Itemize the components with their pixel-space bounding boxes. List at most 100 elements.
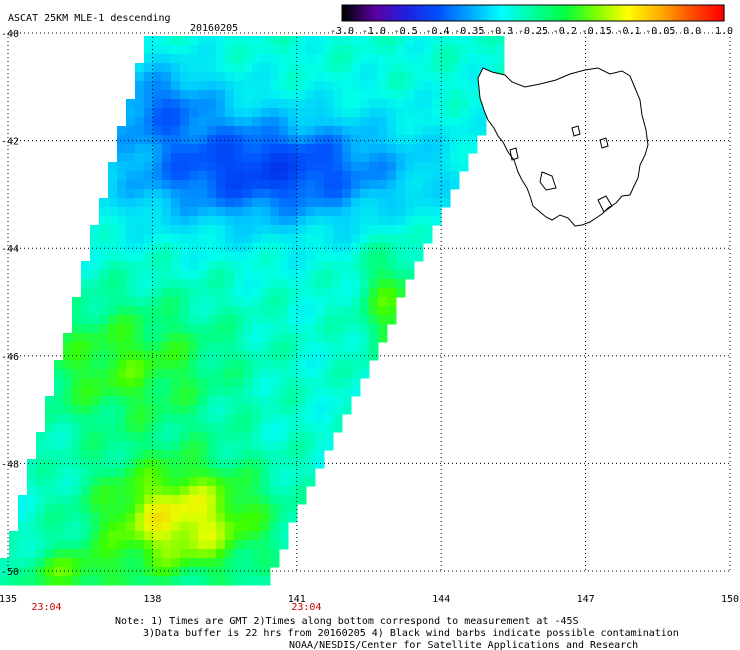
data-pixel: [126, 486, 136, 496]
data-pixel: [90, 315, 100, 325]
data-pixel: [189, 387, 199, 397]
data-pixel: [144, 396, 154, 406]
data-pixel: [423, 144, 433, 154]
data-pixel: [324, 189, 334, 199]
data-pixel: [216, 81, 226, 91]
data-pixel: [468, 144, 478, 154]
data-pixel: [9, 567, 19, 577]
data-pixel: [126, 108, 136, 118]
data-pixel: [432, 216, 442, 226]
data-pixel: [324, 180, 334, 190]
data-pixel: [189, 558, 199, 568]
data-pixel: [279, 369, 289, 379]
data-pixel: [306, 36, 316, 46]
data-pixel: [162, 369, 172, 379]
data-pixel: [135, 189, 145, 199]
data-pixel: [369, 45, 379, 55]
data-pixel: [207, 90, 217, 100]
data-pixel: [234, 198, 244, 208]
data-pixel: [261, 216, 271, 226]
data-pixel: [378, 126, 388, 136]
data-pixel: [117, 450, 127, 460]
data-pixel: [171, 351, 181, 361]
data-pixel: [279, 81, 289, 91]
data-pixel: [297, 405, 307, 415]
data-pixel: [216, 387, 226, 397]
data-pixel: [297, 369, 307, 379]
data-pixel: [90, 243, 100, 253]
data-pixel: [351, 306, 361, 316]
data-pixel: [207, 576, 217, 586]
data-pixel: [279, 54, 289, 64]
data-pixel: [279, 468, 289, 478]
data-pixel: [387, 198, 397, 208]
data-pixel: [342, 261, 352, 271]
data-pixel: [108, 558, 118, 568]
data-pixel: [405, 144, 415, 154]
data-pixel: [189, 306, 199, 316]
data-pixel: [360, 369, 370, 379]
data-pixel: [72, 468, 82, 478]
data-pixel: [261, 423, 271, 433]
data-pixel: [297, 333, 307, 343]
data-pixel: [360, 171, 370, 181]
data-pixel: [315, 243, 325, 253]
data-pixel: [297, 54, 307, 64]
data-pixel: [369, 234, 379, 244]
data-pixel: [243, 405, 253, 415]
data-pixel: [198, 243, 208, 253]
data-pixel: [495, 36, 505, 46]
data-pixel: [171, 549, 181, 559]
data-pixel: [153, 144, 163, 154]
data-pixel: [387, 108, 397, 118]
data-pixel: [108, 369, 118, 379]
data-pixel: [468, 99, 478, 109]
data-pixel: [171, 531, 181, 541]
data-pixel: [333, 423, 343, 433]
data-pixel: [369, 180, 379, 190]
data-pixel: [288, 90, 298, 100]
data-pixel: [414, 243, 424, 253]
data-pixel: [144, 450, 154, 460]
data-pixel: [342, 378, 352, 388]
data-pixel: [189, 423, 199, 433]
data-pixel: [324, 45, 334, 55]
data-pixel: [252, 396, 262, 406]
data-pixel: [135, 324, 145, 334]
data-pixel: [99, 198, 109, 208]
data-pixel: [477, 117, 487, 127]
data-pixel: [324, 216, 334, 226]
data-pixel: [126, 99, 136, 109]
data-pixel: [342, 324, 352, 334]
data-pixel: [207, 189, 217, 199]
data-pixel: [369, 144, 379, 154]
data-pixel: [117, 504, 127, 514]
data-pixel: [306, 135, 316, 145]
data-pixel: [162, 324, 172, 334]
data-pixel: [135, 117, 145, 127]
data-pixel: [234, 99, 244, 109]
data-pixel: [333, 405, 343, 415]
colorbar-swatch: [431, 5, 435, 21]
data-pixel: [360, 288, 370, 298]
coast-inlet: [539, 171, 557, 191]
data-pixel: [45, 468, 55, 478]
data-pixel: [378, 99, 388, 109]
data-pixel: [117, 369, 127, 379]
data-pixel: [135, 504, 145, 514]
data-pixel: [54, 540, 64, 550]
data-pixel: [441, 36, 451, 46]
data-pixel: [63, 504, 73, 514]
data-pixel: [207, 153, 217, 163]
data-pixel: [315, 324, 325, 334]
data-pixel: [72, 333, 82, 343]
data-pixel: [369, 288, 379, 298]
data-pixel: [36, 450, 46, 460]
data-pixel: [423, 180, 433, 190]
data-pixel: [279, 513, 289, 523]
data-pixel: [216, 315, 226, 325]
data-pixel: [162, 558, 172, 568]
data-pixel: [180, 108, 190, 118]
data-pixel: [162, 468, 172, 478]
